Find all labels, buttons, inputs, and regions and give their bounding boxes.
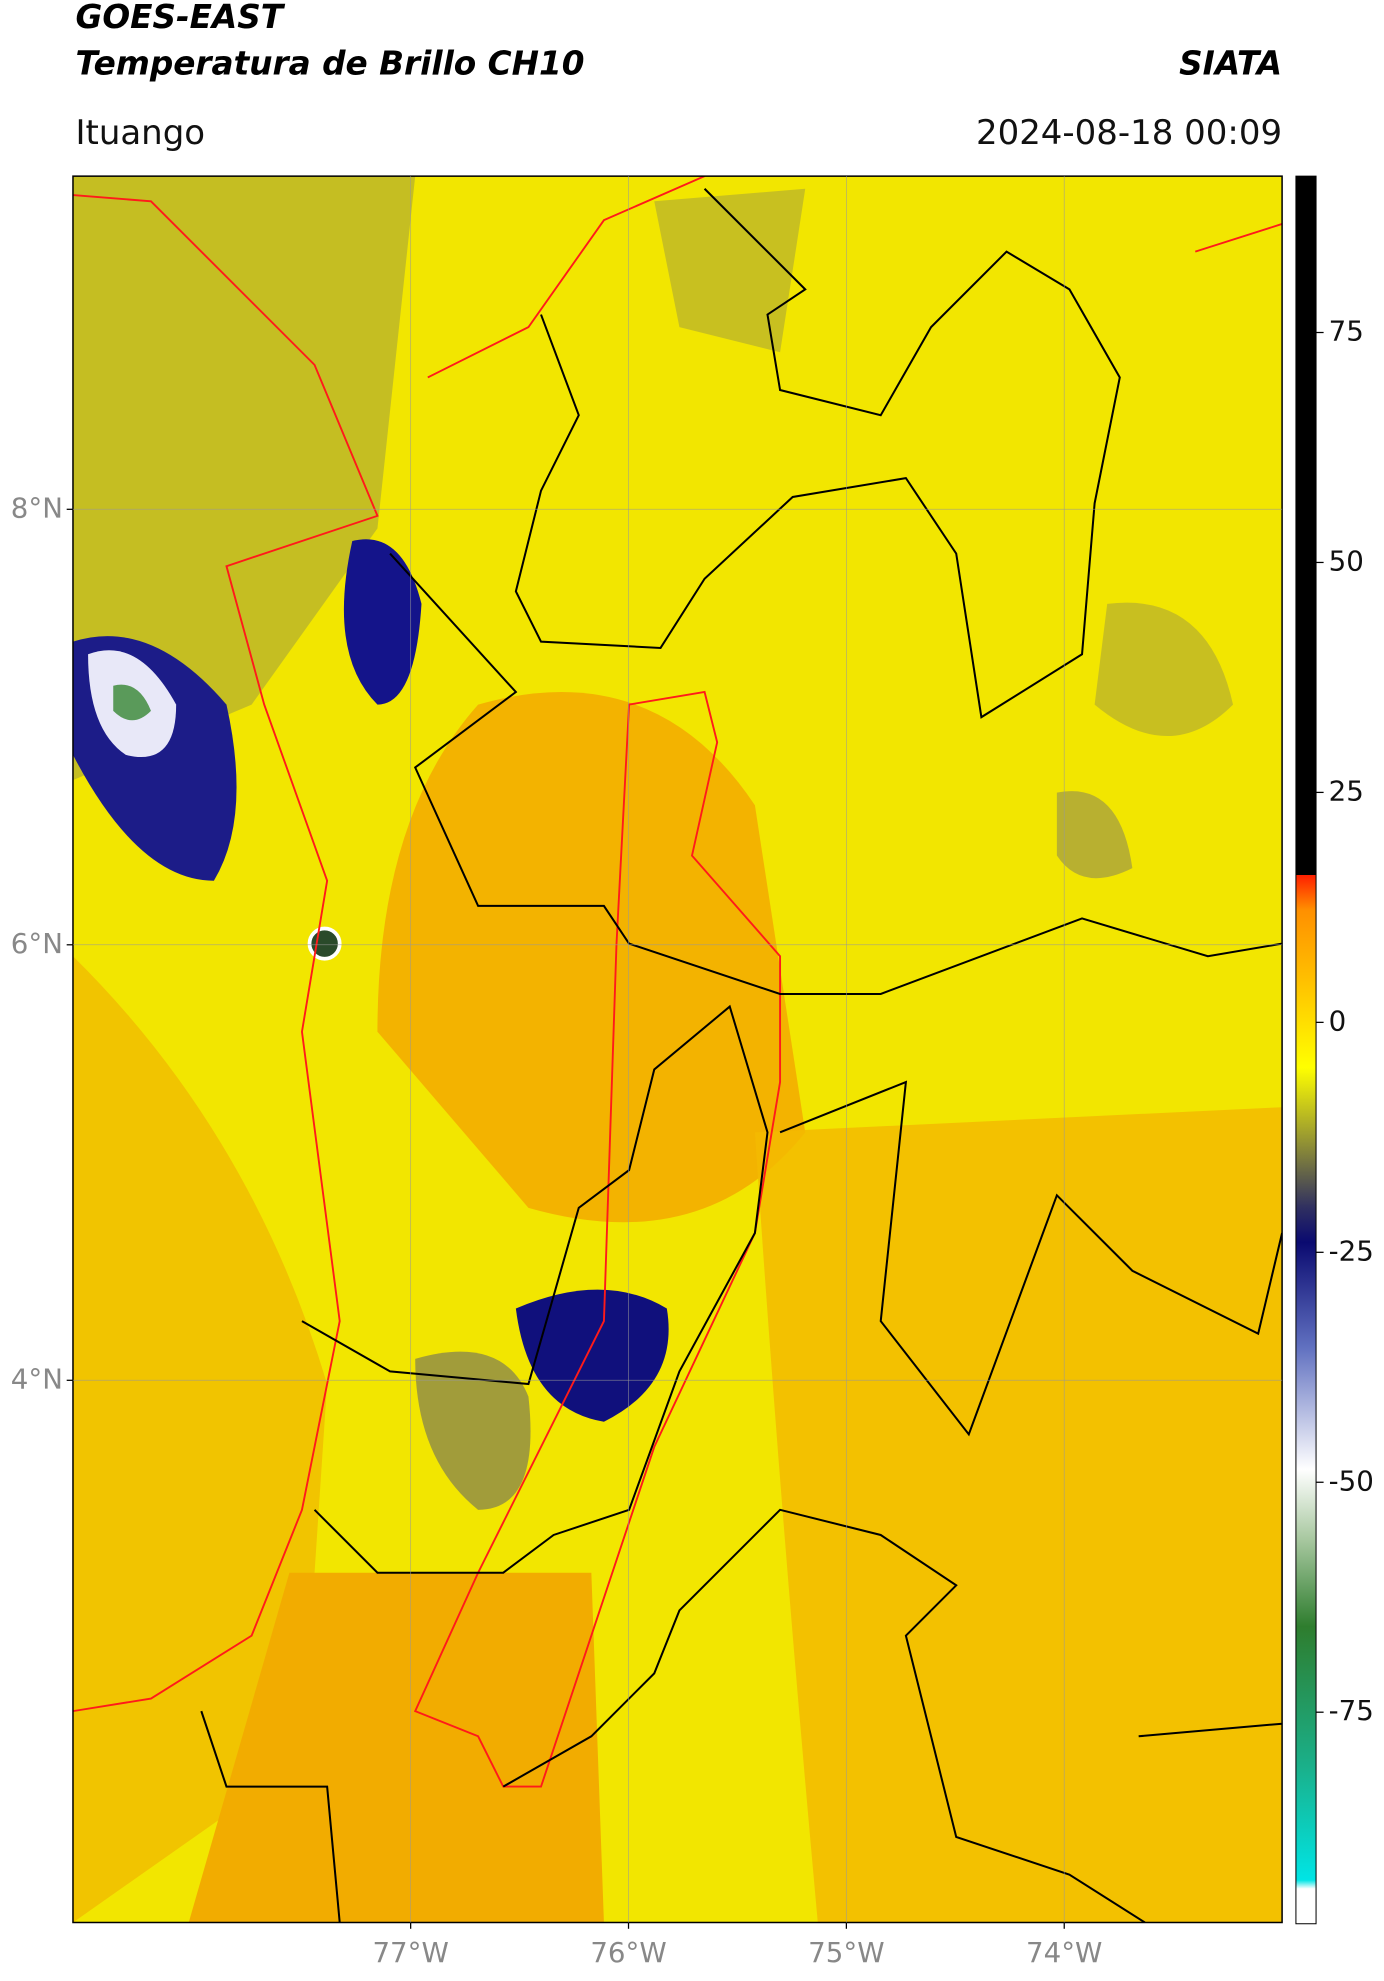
location: Ituango: [75, 113, 205, 153]
x-tick-label: 77°W: [372, 1936, 448, 1969]
y-tick-label: 8°N: [11, 491, 63, 524]
colorbar-tick-label: 0: [1329, 1004, 1347, 1037]
colorbar-tick-label: 25: [1329, 774, 1364, 807]
x-tick-label: 75°W: [808, 1936, 884, 1969]
colorbar-tick-label: 50: [1329, 544, 1364, 577]
y-tick-label: 4°N: [11, 1362, 63, 1395]
x-tick-label: 74°W: [1026, 1936, 1102, 1969]
x-tick-label: 76°W: [590, 1936, 666, 1969]
timestamp: 2024-08-18 00:09: [976, 113, 1282, 153]
colorbar-tick-label: -75: [1329, 1694, 1374, 1727]
colorbar-tick-label: -50: [1329, 1464, 1374, 1497]
colorbar: [1295, 175, 1317, 1925]
title-line: GOES-EAST: [75, 0, 285, 36]
colorbar-tick-label: -25: [1329, 1234, 1374, 1267]
source: SIATA: [1179, 44, 1282, 82]
map-frame: [72, 175, 1283, 1924]
colorbar-tick-label: 75: [1329, 315, 1364, 348]
y-tick-label: 6°N: [11, 927, 63, 960]
title-line: Temperatura de Brillo CH10: [75, 44, 584, 82]
satellite-image: [72, 176, 1283, 1923]
